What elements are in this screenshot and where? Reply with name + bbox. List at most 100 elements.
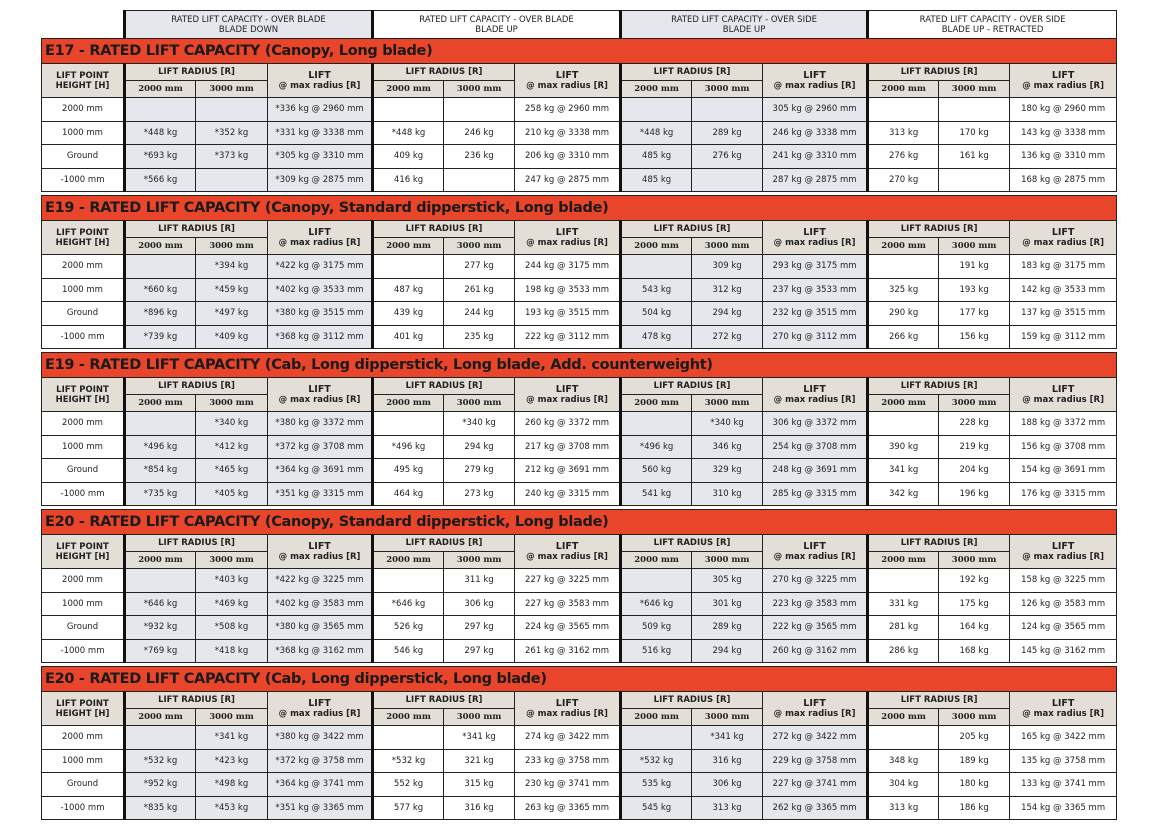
lift-label: LIFT bbox=[308, 226, 331, 238]
lift-point-height: 1000 mm bbox=[41, 120, 125, 145]
section-title-row: E20 - RATED LIFT CAPACITY (Cab, Long dip… bbox=[40, 666, 1118, 692]
capacity-max-radius: 137 kg @ 3515 mm bbox=[1009, 301, 1118, 326]
capacity-2000mm: *932 kg bbox=[123, 615, 196, 640]
capacity-2000mm: 504 kg bbox=[619, 301, 693, 326]
lift-radius-header: LIFT RADIUS [R] bbox=[371, 63, 516, 81]
capacity-3000mm bbox=[195, 167, 268, 192]
capacity-2000mm: 541 kg bbox=[619, 481, 693, 506]
lift-radius-header: LIFT RADIUS [R] bbox=[619, 691, 764, 709]
capacity-max-radius: 210 kg @ 3338 mm bbox=[514, 120, 622, 145]
lift-point-height-header: LIFT POINT HEIGHT [H] bbox=[41, 63, 125, 98]
lift-point-line2: HEIGHT [H] bbox=[55, 551, 110, 562]
capacity-3000mm bbox=[691, 97, 764, 122]
lift-max-radius-header: LIFT @ max radius [R] bbox=[266, 63, 374, 98]
lift-radius-header: LIFT RADIUS [R] bbox=[371, 534, 516, 552]
at-max-radius-label: @ max radius [R] bbox=[773, 394, 856, 405]
radius-2000-header: 2000 mm bbox=[619, 394, 693, 412]
lift-radius-header: LIFT RADIUS [R] bbox=[371, 220, 516, 238]
capacity-2000mm: 439 kg bbox=[371, 301, 445, 326]
radius-2000-header: 2000 mm bbox=[371, 708, 445, 726]
capacity-3000mm: *340 kg bbox=[195, 411, 268, 436]
capacity-3000mm: 193 kg bbox=[938, 277, 1011, 302]
column-group-header-row: RATED LIFT CAPACITY - OVER BLADE BLADE DO… bbox=[41, 10, 1118, 39]
capacity-2000mm: *566 kg bbox=[123, 167, 196, 192]
lift-label: LIFT bbox=[555, 697, 579, 709]
column-group-line1: RATED LIFT CAPACITY - OVER BLADE bbox=[171, 14, 326, 25]
capacity-2000mm bbox=[866, 568, 940, 593]
capacity-max-radius: 232 kg @ 3515 mm bbox=[762, 301, 869, 326]
lift-label: LIFT bbox=[308, 69, 331, 81]
at-max-radius-label: @ max radius [R] bbox=[526, 237, 608, 248]
capacity-3000mm: 315 kg bbox=[443, 772, 516, 797]
capacity-max-radius: *402 kg @ 3583 mm bbox=[266, 591, 374, 616]
lift-radius-header: LIFT RADIUS [R] bbox=[371, 691, 516, 709]
lift-max-radius-header: LIFT @ max radius [R] bbox=[266, 534, 374, 569]
capacity-max-radius: 212 kg @ 3691 mm bbox=[514, 458, 622, 483]
capacity-3000mm: 170 kg bbox=[938, 120, 1011, 145]
capacity-max-radius: *372 kg @ 3758 mm bbox=[266, 748, 374, 773]
lift-radius-header: LIFT RADIUS [R] bbox=[123, 377, 268, 395]
capacity-max-radius: 260 kg @ 3372 mm bbox=[514, 411, 622, 436]
capacity-2000mm bbox=[371, 97, 445, 122]
capacity-max-radius: *331 kg @ 3338 mm bbox=[266, 120, 374, 145]
table-row: -1000 mm *739 kg *409 kg *368 kg @ 3112 mm 4… bbox=[41, 324, 1118, 349]
lift-max-radius-header: LIFT @ max radius [R] bbox=[762, 534, 869, 569]
capacity-2000mm: 560 kg bbox=[619, 458, 693, 483]
capacity-2000mm: *448 kg bbox=[371, 120, 445, 145]
capacity-max-radius: 247 kg @ 2875 mm bbox=[514, 167, 622, 192]
at-max-radius-label: @ max radius [R] bbox=[1022, 237, 1104, 248]
capacity-3000mm: *465 kg bbox=[195, 458, 268, 483]
capacity-max-radius: *422 kg @ 3225 mm bbox=[266, 568, 374, 593]
capacity-max-radius: 222 kg @ 3565 mm bbox=[762, 615, 869, 640]
capacity-max-radius: *336 kg @ 2960 mm bbox=[266, 97, 374, 122]
capacity-2000mm: *496 kg bbox=[371, 434, 445, 459]
lift-point-height-header: LIFT POINT HEIGHT [H] bbox=[41, 377, 125, 412]
capacity-3000mm: *498 kg bbox=[195, 772, 268, 797]
radius-2000-header: 2000 mm bbox=[866, 237, 940, 255]
capacity-3000mm: 191 kg bbox=[938, 254, 1011, 279]
radius-3000-header: 3000 mm bbox=[443, 80, 516, 98]
table-row: Ground *854 kg *465 kg *364 kg @ 3691 mm 495… bbox=[41, 458, 1118, 483]
capacity-max-radius: 237 kg @ 3533 mm bbox=[762, 277, 869, 302]
table-row: Ground *896 kg *497 kg *380 kg @ 3515 mm 439… bbox=[41, 301, 1118, 326]
lift-point-height: -1000 mm bbox=[41, 167, 125, 192]
at-max-radius-label: @ max radius [R] bbox=[526, 551, 608, 562]
at-max-radius-label: @ max radius [R] bbox=[526, 80, 608, 91]
at-max-radius-label: @ max radius [R] bbox=[773, 551, 856, 562]
column-group-line2: BLADE UP bbox=[475, 24, 518, 35]
capacity-3000mm: *405 kg bbox=[195, 481, 268, 506]
lift-point-line2: HEIGHT [H] bbox=[55, 708, 110, 719]
capacity-2000mm bbox=[371, 725, 445, 750]
capacity-2000mm: 290 kg bbox=[866, 301, 940, 326]
lift-label: LIFT bbox=[803, 697, 826, 709]
capacity-2000mm bbox=[866, 254, 940, 279]
lift-label: LIFT bbox=[308, 697, 331, 709]
capacity-max-radius: 306 kg @ 3372 mm bbox=[762, 411, 869, 436]
table-row: 1000 mm *660 kg *459 kg *402 kg @ 3533 mm 48… bbox=[41, 277, 1118, 302]
lift-radius-header: LIFT RADIUS [R] bbox=[371, 377, 516, 395]
capacity-3000mm: 346 kg bbox=[691, 434, 764, 459]
radius-3000-header: 3000 mm bbox=[938, 237, 1011, 255]
table-row: 2000 mm *394 kg *422 kg @ 3175 mm 277 kg 244… bbox=[41, 254, 1118, 279]
radius-2000-header: 2000 mm bbox=[371, 394, 445, 412]
capacity-max-radius: 165 kg @ 3422 mm bbox=[1009, 725, 1118, 750]
capacity-max-radius: 135 kg @ 3758 mm bbox=[1009, 748, 1118, 773]
lift-point-height: Ground bbox=[41, 615, 125, 640]
capacity-2000mm: *448 kg bbox=[123, 120, 196, 145]
capacity-2000mm: 304 kg bbox=[866, 772, 940, 797]
lift-radius-header: LIFT RADIUS [R] bbox=[866, 220, 1011, 238]
lift-label: LIFT bbox=[308, 540, 331, 552]
capacity-3000mm: *341 kg bbox=[195, 725, 268, 750]
table-row: 1000 mm *496 kg *412 kg *372 kg @ 3708 mm *4… bbox=[41, 434, 1118, 459]
radius-3000-header: 3000 mm bbox=[443, 708, 516, 726]
capacity-2000mm: 546 kg bbox=[371, 638, 445, 663]
lift-max-radius-header: LIFT @ max radius [R] bbox=[762, 377, 869, 412]
lift-point-line2: HEIGHT [H] bbox=[55, 394, 110, 405]
column-group-line2: BLADE UP bbox=[722, 24, 766, 35]
capacity-max-radius: 261 kg @ 3162 mm bbox=[514, 638, 622, 663]
lift-label: LIFT bbox=[1051, 69, 1075, 81]
capacity-3000mm: 180 kg bbox=[938, 772, 1011, 797]
capacity-3000mm: 156 kg bbox=[938, 324, 1011, 349]
section-title-row: E17 - RATED LIFT CAPACITY (Canopy, Long … bbox=[40, 38, 1118, 64]
radius-2000-header: 2000 mm bbox=[866, 551, 940, 569]
